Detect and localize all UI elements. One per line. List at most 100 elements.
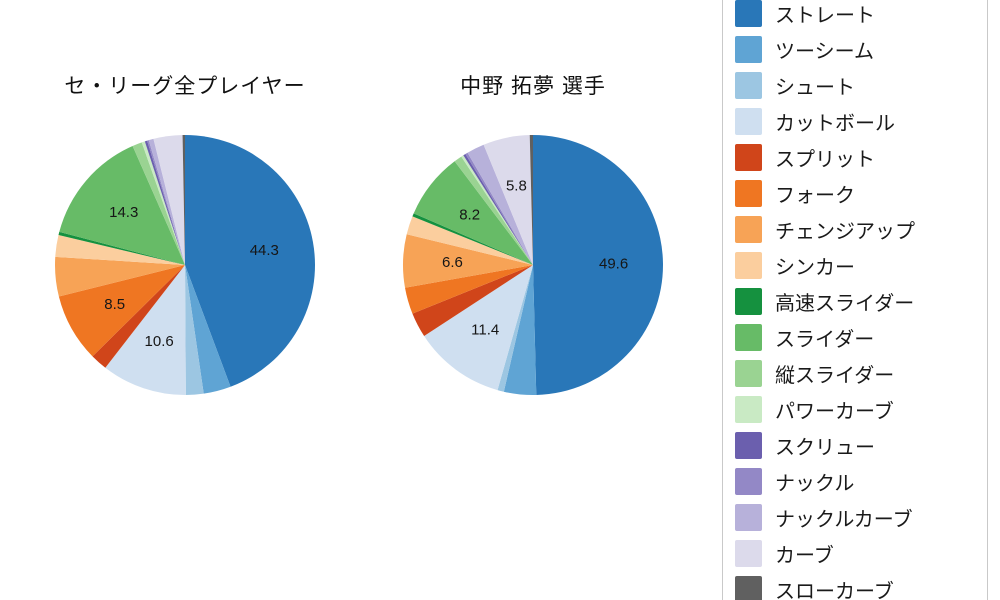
pie-value-label: 49.6 bbox=[599, 255, 628, 272]
legend-label: 高速スライダー bbox=[775, 292, 915, 315]
legend-swatch bbox=[735, 179, 762, 207]
legend-label: 縦スライダー bbox=[775, 364, 895, 387]
pie-slice-11 bbox=[461, 155, 533, 265]
legend-item-1: ツーシーム bbox=[735, 31, 977, 67]
legend-item-10: 縦スライダー bbox=[735, 355, 977, 391]
legend-swatch bbox=[735, 215, 762, 243]
legend-label: ナックル bbox=[775, 472, 855, 495]
legend-item-16: スローカーブ bbox=[735, 571, 977, 600]
pie-slice-5 bbox=[58, 265, 185, 357]
legend-swatch bbox=[735, 287, 762, 315]
legend-swatch bbox=[735, 503, 762, 531]
legend-label: カーブ bbox=[775, 544, 834, 567]
pie-slice-6 bbox=[55, 256, 185, 297]
legend-item-12: スクリュー bbox=[735, 427, 977, 463]
legend-item-7: シンカー bbox=[735, 247, 977, 283]
pie-slice-15 bbox=[153, 135, 185, 265]
pie-value-label: 5.8 bbox=[506, 178, 527, 195]
pie-slice-7 bbox=[406, 216, 533, 265]
legend-swatch bbox=[735, 395, 762, 423]
legend-swatch bbox=[735, 0, 762, 27]
legend-item-3: カットボール bbox=[735, 103, 977, 139]
pie-value-label: 6.6 bbox=[442, 254, 463, 271]
pie-slice-1 bbox=[185, 265, 231, 394]
pie-slice-11 bbox=[141, 141, 185, 265]
pie-chart-league: 44.3 10.6 8.5 14.3 bbox=[55, 135, 315, 395]
pie-slice-16 bbox=[182, 135, 185, 265]
legend-label: ストレート bbox=[775, 4, 875, 27]
legend-swatch bbox=[735, 467, 762, 495]
pie-slice-9 bbox=[413, 161, 533, 265]
legend-label: スクリュー bbox=[775, 436, 875, 459]
pie-slice-7 bbox=[55, 235, 185, 265]
pie-slice-3 bbox=[105, 265, 186, 395]
pie-slice-1 bbox=[503, 265, 537, 395]
pie-slice-4 bbox=[92, 265, 185, 368]
pie-chart-player: 49.6 11.4 6.6 8.2 5.8 bbox=[403, 135, 663, 395]
pie-slice-10 bbox=[454, 156, 533, 265]
legend-label: スローカーブ bbox=[775, 580, 894, 600]
pie-slice-12 bbox=[463, 153, 533, 265]
legend-item-5: フォーク bbox=[735, 175, 977, 211]
legend-item-14: ナックルカーブ bbox=[735, 499, 977, 535]
legend-label: スライダー bbox=[775, 328, 875, 351]
legend-swatch bbox=[735, 107, 762, 135]
pie-value-label: 10.6 bbox=[145, 333, 174, 350]
pie-slice-0 bbox=[185, 135, 315, 387]
legend-label: チェンジアップ bbox=[775, 220, 915, 243]
pie-slice-13 bbox=[465, 152, 533, 265]
legend-label: カットボール bbox=[775, 112, 895, 135]
pie-slice-2 bbox=[497, 265, 533, 392]
pie-slice-5 bbox=[405, 265, 533, 314]
pie-slice-0 bbox=[533, 135, 663, 395]
legend-label: パワーカーブ bbox=[775, 400, 894, 423]
chart-title-league: セ・リーグ全プレイヤー bbox=[64, 75, 306, 98]
legend-item-4: スプリット bbox=[735, 139, 977, 175]
pie-value-label: 8.5 bbox=[104, 296, 125, 313]
pie-slice-12 bbox=[144, 140, 185, 265]
legend-item-9: スライダー bbox=[735, 319, 977, 355]
legend-swatch bbox=[735, 539, 762, 567]
pie-value-label: 14.3 bbox=[109, 204, 138, 221]
pie-value-label: 8.2 bbox=[459, 207, 480, 224]
pie-slice-8 bbox=[58, 231, 185, 265]
legend-item-13: ナックル bbox=[735, 463, 977, 499]
legend-swatch bbox=[735, 251, 762, 279]
pie-slice-14 bbox=[467, 144, 533, 265]
legend-item-2: シュート bbox=[735, 67, 977, 103]
legend-label: シュート bbox=[775, 76, 855, 99]
legend-item-8: 高速スライダー bbox=[735, 283, 977, 319]
pie-value-label: 11.4 bbox=[471, 321, 499, 338]
pie-slice-2 bbox=[185, 265, 204, 395]
legend-swatch bbox=[735, 575, 762, 600]
legend-item-15: カーブ bbox=[735, 535, 977, 571]
pie-slice-8 bbox=[412, 213, 533, 265]
pie-slice-4 bbox=[412, 265, 533, 337]
pie-slice-16 bbox=[529, 135, 533, 265]
pie-slice-15 bbox=[483, 135, 533, 265]
legend-swatch bbox=[735, 71, 762, 99]
pie-slice-9 bbox=[59, 146, 185, 265]
legend-swatch bbox=[735, 323, 762, 351]
legend-label: ナックルカーブ bbox=[775, 508, 913, 531]
pie-slice-13 bbox=[147, 140, 185, 265]
legend-item-0: ストレート bbox=[735, 0, 977, 31]
legend-swatch bbox=[735, 35, 762, 63]
legend-item-6: チェンジアップ bbox=[735, 211, 977, 247]
pie-slice-10 bbox=[132, 142, 185, 265]
legend-label: スプリット bbox=[775, 148, 875, 171]
pie-value-label: 44.3 bbox=[250, 242, 279, 259]
legend-swatch bbox=[735, 431, 762, 459]
legend-label: ツーシーム bbox=[775, 40, 874, 63]
legend-item-11: パワーカーブ bbox=[735, 391, 977, 427]
chart-title-player: 中野 拓夢 選手 bbox=[460, 75, 606, 98]
legend-items: ストレートツーシームシュートカットボール スプリットフォークチェンジアップ シンカー… bbox=[735, 0, 977, 600]
legend-label: シンカー bbox=[775, 256, 855, 279]
pie-slice-14 bbox=[148, 138, 185, 265]
pie-slice-3 bbox=[424, 265, 533, 391]
legend-swatch bbox=[735, 143, 762, 171]
pie-slice-6 bbox=[403, 234, 533, 288]
legend-label: フォーク bbox=[775, 184, 855, 207]
legend: ストレートツーシームシュートカットボール スプリットフォークチェンジアップ シンカー… bbox=[722, 0, 988, 600]
